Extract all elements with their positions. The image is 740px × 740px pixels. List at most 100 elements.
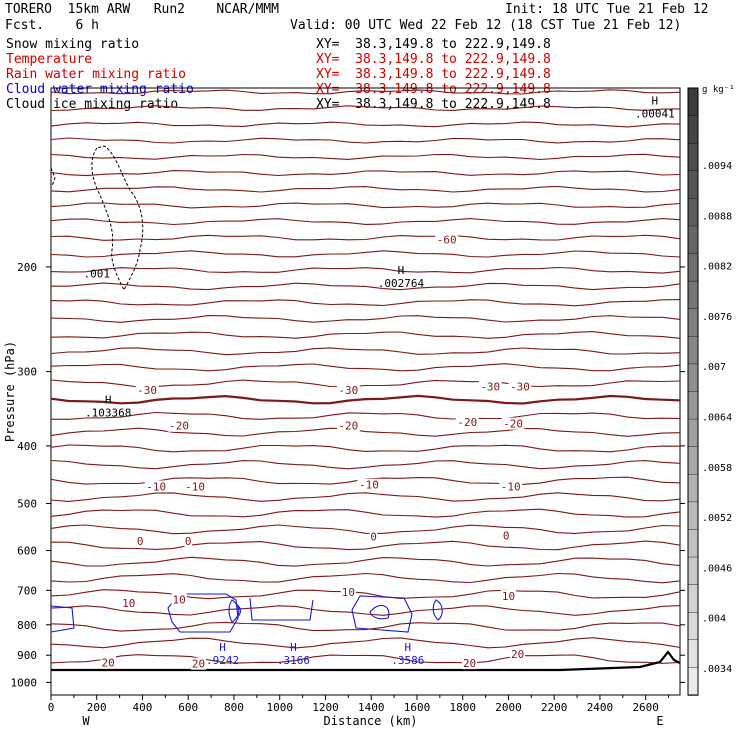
cloud-water-contour [351, 595, 413, 633]
isotherm-label: 20 [102, 656, 115, 669]
isotherm-label: -20 [338, 420, 358, 433]
isotherm-label-bg [183, 480, 207, 493]
isotherm-line [50, 170, 681, 177]
isotherm-label-bg [357, 478, 381, 491]
colorbar-unit: g kg⁻¹ [702, 85, 735, 95]
isotherm-label: 0 [137, 535, 144, 548]
colorbar-segment [687, 115, 699, 144]
isotherm-label: -20 [503, 418, 523, 431]
isotherm-label-bg [461, 657, 478, 670]
isotherm-label: -30 [510, 381, 530, 394]
isotherm-label-bg [171, 593, 187, 606]
colorbar-segment [687, 474, 699, 503]
isotherm-label: 0 [503, 529, 510, 542]
x-tick-label: 1600 [404, 701, 431, 714]
maximum-value: .00041 [635, 108, 675, 121]
x-tick-label: 400 [133, 701, 153, 714]
field-xy-range: XY= 38.3,149.8 to 222.9,149.8 [316, 67, 551, 82]
field-name: Snow mixing ratio [6, 37, 140, 52]
isotherm-label: -10 [146, 480, 166, 493]
isotherm-line [50, 508, 681, 518]
colorbar-segment [687, 280, 699, 310]
field-xy-range: XY= 38.3,149.8 to 222.9,149.8 [316, 52, 551, 67]
maximum-marker-h: H [398, 264, 405, 277]
isotherm-line [50, 137, 681, 144]
colorbar-segment [687, 253, 699, 282]
isotherm-label-bg [499, 480, 523, 493]
isotherm-label: -60 [437, 234, 457, 247]
isotherm-label: -20 [457, 416, 477, 429]
colorbar-label: .0064 [702, 413, 732, 424]
isotherm-line [50, 185, 681, 193]
cloud-water-contour [235, 603, 242, 619]
isotherm-label: 20 [192, 658, 205, 671]
maximum-marker-h: H [652, 95, 659, 108]
y-tick-label: 600 [17, 545, 37, 558]
maximum-marker-h: H [405, 641, 412, 654]
isotherm-line [50, 315, 681, 323]
colorbar-segment [687, 418, 699, 448]
cloud-water-contour [249, 597, 314, 621]
cloud-water-contour [369, 604, 390, 620]
y-tick-label: 300 [17, 366, 37, 379]
isotherm-label: 10 [122, 597, 135, 610]
colorbar-segment [687, 363, 699, 393]
isotherm-label-bg [336, 383, 360, 396]
colorbar-segment [687, 446, 699, 475]
isotherm-label-bg [167, 419, 191, 432]
y-tick-label: 1000 [11, 676, 38, 689]
isotherm-label-bg [435, 233, 459, 246]
colorbar-label: .0058 [702, 463, 732, 474]
x-tick-label: 0 [48, 701, 55, 714]
field-xy-range: XY= 38.3,149.8 to 222.9,149.8 [316, 37, 551, 52]
isotherm-line [50, 89, 681, 95]
isotherm-line [50, 492, 681, 502]
isotherm-label-bg [136, 534, 145, 547]
x-tick-label: 2600 [632, 701, 659, 714]
maximum-value: .9242 [206, 654, 239, 667]
maximum-marker-h: H [219, 641, 226, 654]
valid-line: Valid: 00 UTC Wed 22 Feb 12 (18 CST Tue … [290, 18, 682, 33]
colorbar-segment [687, 391, 699, 420]
isotherm-line [50, 234, 681, 241]
colorbar-segment [687, 639, 699, 669]
x-tick-label: 600 [178, 701, 198, 714]
forecast-line: Fcst. 6 h [5, 18, 99, 33]
isotherm-line [50, 411, 681, 420]
x-tick-label: 2000 [495, 701, 522, 714]
colorbar-label: .0052 [702, 513, 732, 524]
colorbar-label: .004 [702, 614, 726, 625]
isotherm-line [51, 282, 681, 291]
isotherm-label: -10 [501, 480, 521, 493]
maximum-value: .103368 [85, 406, 131, 419]
colorbar-label: .007 [702, 362, 726, 373]
colorbar-segment [687, 142, 699, 172]
isotherm-line [50, 605, 681, 616]
isotherm-label: -30 [137, 384, 157, 397]
cloud-water-contour [50, 605, 75, 633]
isotherm-label: 10 [502, 590, 515, 603]
x-tick-label: 200 [87, 701, 107, 714]
isotherm-label-bg [184, 534, 193, 547]
colorbar-label: .0088 [702, 211, 732, 222]
isotherm-label-bg [508, 380, 532, 393]
maximum-value: .3166 [277, 654, 310, 667]
contour-label: .001 [83, 267, 110, 280]
x-tick-label: 1800 [449, 701, 476, 714]
isotherm-label: 20 [511, 648, 524, 661]
cloud-water-contour [167, 593, 239, 633]
x-tick-label: 800 [224, 701, 244, 714]
colorbar-segment [687, 584, 699, 613]
maximum-value: .3586 [391, 654, 424, 667]
isotherm-label: -10 [185, 480, 205, 493]
isotherm-label-bg [500, 589, 517, 602]
isotherm-label-bg [510, 647, 526, 660]
isotherm-line [50, 202, 681, 209]
y-tick-label: 800 [17, 619, 37, 632]
isotherm-label-bg [100, 656, 116, 669]
isotherm-label-bg [190, 657, 207, 670]
y-tick-label: 400 [17, 440, 37, 453]
isotherm-line [50, 427, 681, 437]
terrain-line [51, 650, 681, 672]
